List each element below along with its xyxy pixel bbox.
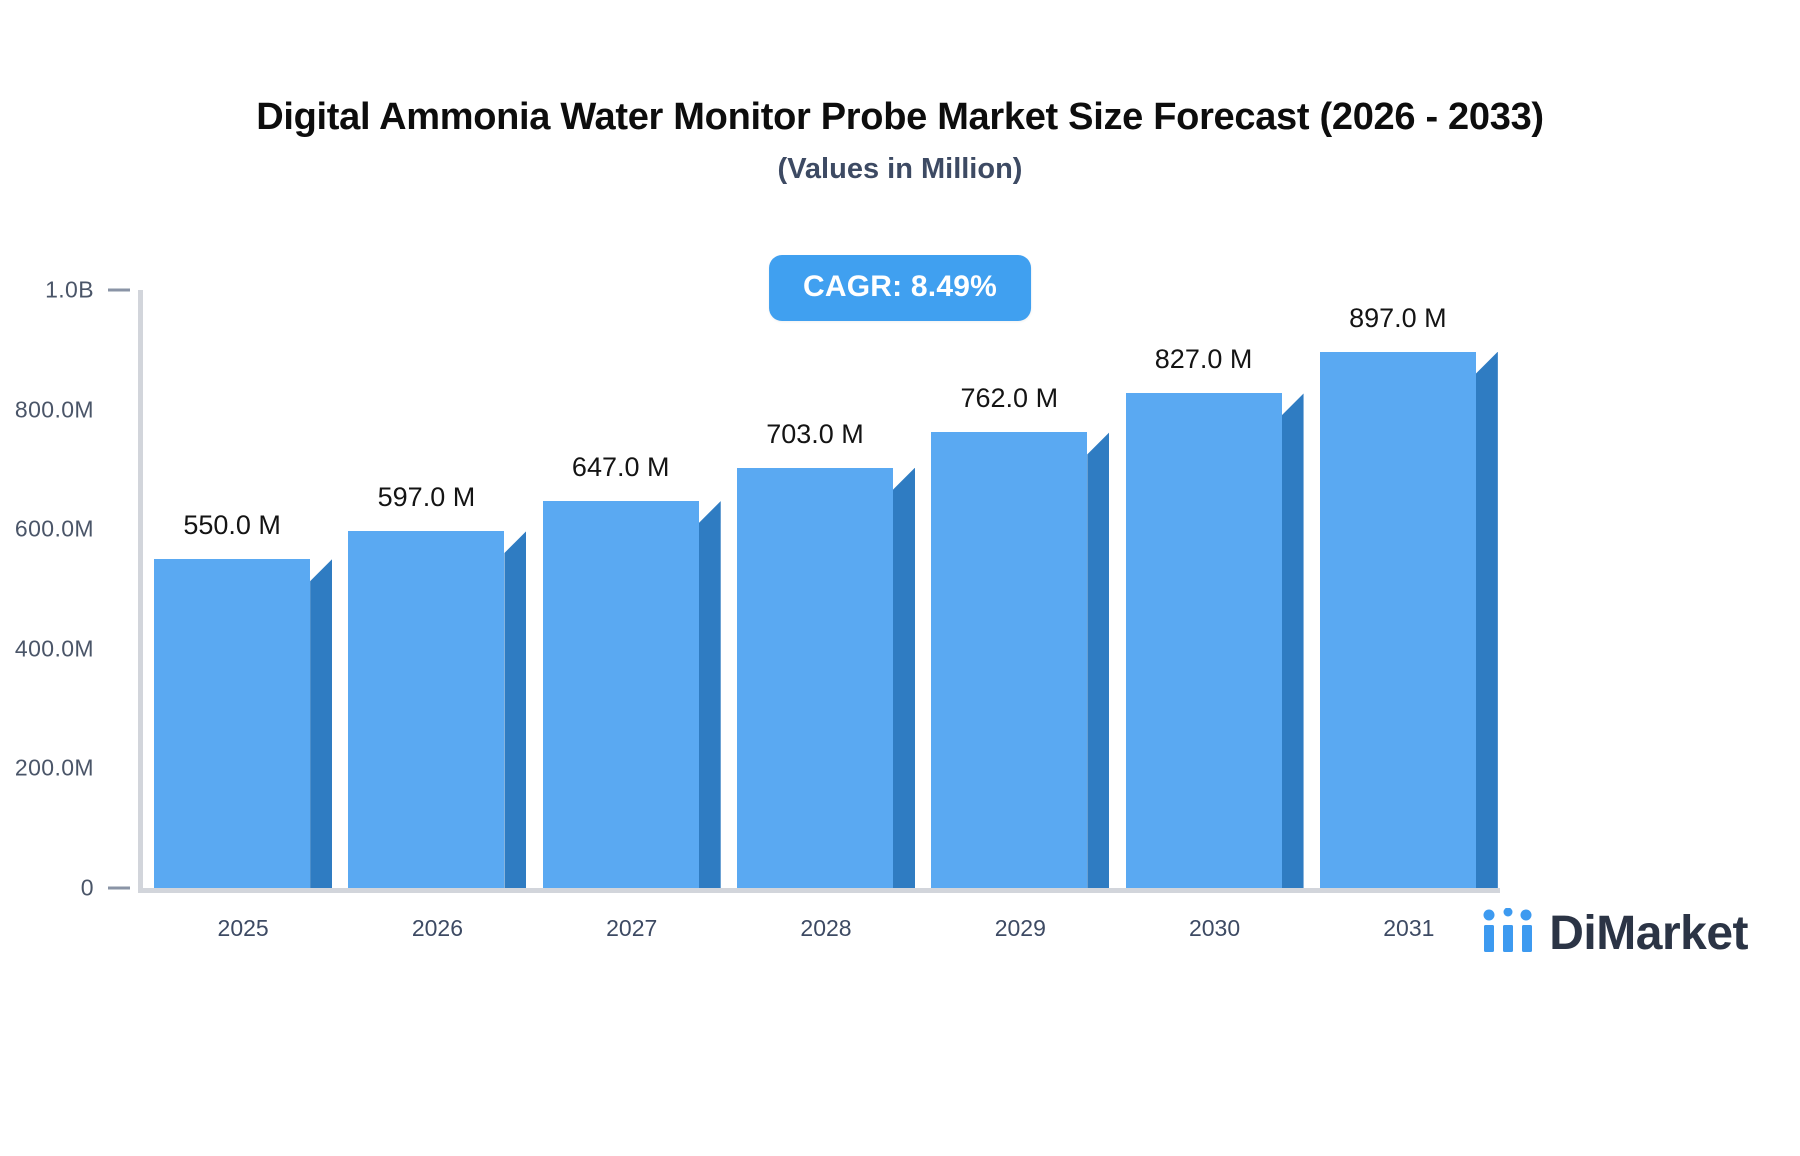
y-axis-tick-label: 600.0M [14,515,94,542]
bar-front-face [154,559,311,888]
y-axis-tick: 200.0M [15,755,138,782]
bar-side-face [1087,432,1110,888]
bar-side-face [504,531,527,888]
y-axis-tick-mark [108,767,130,770]
bar-front-face [542,501,699,888]
x-axis-tick-label: 2031 [1383,915,1435,941]
bar-front-face [931,432,1088,888]
bar-value-label: 550.0 M [183,510,281,541]
y-axis-tick-label: 1.0B [45,276,94,303]
bar-front-face [1125,393,1282,888]
x-axis-tick-label: 2030 [1188,915,1241,941]
bar: 597.0 M [348,482,527,888]
title-block: Digital Ammonia Water Monitor Probe Mark… [0,96,1800,186]
y-axis-tick: 800.0M [15,396,138,423]
x-axis-tick-label: 2025 [217,915,269,941]
y-axis-tick: 0 [81,875,138,902]
y-axis-tick-mark [108,528,130,531]
bar-side-face [310,559,333,888]
y-axis-line [138,290,143,888]
page-title: Digital Ammonia Water Monitor Probe Mark… [256,96,1544,138]
y-axis-tick: 600.0M [15,516,138,543]
bar-front-face [737,467,893,888]
x-axis-tick-label: 2029 [994,915,1046,941]
y-axis-tick-mark [108,647,130,650]
chart-subtitle: (Values in Million) [777,152,1023,185]
bar: 703.0 M [737,419,915,888]
x-axis-tick-label: 2026 [411,915,464,941]
bar-side-face [698,501,721,888]
bar-value-label: 897.0 M [1349,302,1447,333]
dimarket-logo: DiMarket [1481,906,1748,961]
plot-area: 0 200.0M 400.0M 600.0M 800.0M 1.0B 550.0 M 597… [15,277,1500,941]
bar-value-label: 762.0 M [960,383,1059,414]
bar-front-face [1319,351,1476,888]
bar-side-face [1475,351,1498,888]
cagr-badge: CAGR: 8.49% [769,255,1031,321]
bar-value-label: 827.0 M [1154,344,1253,375]
bar: 762.0 M [931,383,1110,888]
y-axis-tick: 1.0B [45,277,138,304]
bar-front-face [348,531,505,888]
x-axis-tick-label: 2028 [800,915,852,941]
y-axis-tick-label: 800.0M [14,396,94,423]
bar: 897.0 M [1319,303,1498,888]
y-axis-tick-mark [108,886,130,890]
bar-value-label: 647.0 M [571,452,670,483]
y-axis-tick-label: 400.0M [14,635,94,662]
bar-value-label: 703.0 M [766,418,864,449]
x-axis-line [138,888,1500,893]
bar: 550.0 M [154,510,333,888]
y-axis-tick-mark [108,408,130,411]
bar-value-label: 597.0 M [377,482,476,512]
bar-side-face [893,467,915,888]
bars-dots-icon [1481,907,1535,959]
bar-side-face [1281,393,1304,888]
bar: 647.0 M [542,452,721,888]
logo-text: DiMarket [1549,907,1748,960]
x-axis-tick-label: 2027 [606,915,658,941]
y-axis-tick-label: 200.0M [14,754,94,781]
y-axis-tick-label: 0 [80,874,94,901]
y-axis-tick: 400.0M [15,635,138,662]
y-axis-tick-mark [108,288,130,292]
bar: 827.0 M [1125,344,1304,888]
